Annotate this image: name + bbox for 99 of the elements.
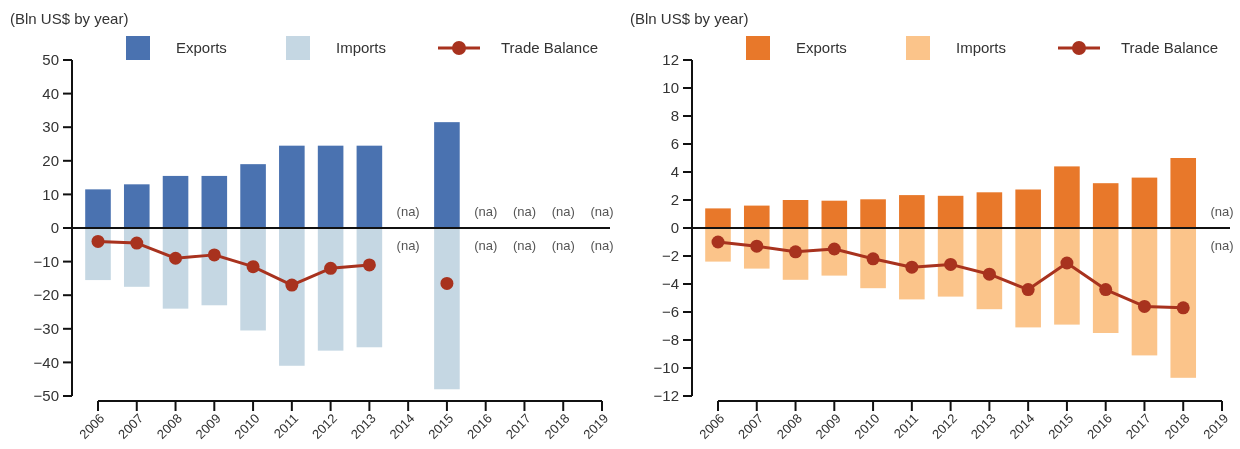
legend-label: Trade Balance xyxy=(1121,39,1219,57)
bar xyxy=(240,228,266,331)
point xyxy=(866,252,880,266)
point xyxy=(91,234,105,248)
bar xyxy=(1054,166,1080,228)
bar xyxy=(162,228,189,309)
text: (na) xyxy=(551,237,575,253)
bar xyxy=(85,189,111,228)
y-tick-label: 8 xyxy=(670,107,679,125)
bar xyxy=(821,200,848,228)
bar xyxy=(240,164,266,228)
y-tick-label: 0 xyxy=(50,219,59,237)
text: (na) xyxy=(1210,237,1234,253)
legend-label: Exports xyxy=(796,39,847,57)
bar xyxy=(705,208,731,228)
bar xyxy=(976,228,1003,310)
legend-label: Exports xyxy=(176,39,227,57)
bar xyxy=(279,228,305,366)
point xyxy=(1021,283,1035,297)
bar xyxy=(860,199,886,228)
y-axis-title: (Bln US$ by year) xyxy=(10,10,129,27)
y-tick-label: −10 xyxy=(653,359,679,377)
y-tick-label: −10 xyxy=(33,252,59,270)
bar xyxy=(1092,183,1119,228)
y-tick-label: −40 xyxy=(33,353,59,371)
point xyxy=(982,267,996,281)
bar xyxy=(356,145,383,228)
y-tick-label: −2 xyxy=(661,247,679,265)
bar xyxy=(317,145,344,228)
bar xyxy=(743,205,770,228)
bar xyxy=(434,122,460,228)
text: (na) xyxy=(474,237,498,253)
bar xyxy=(782,200,809,228)
y-tick-label: −6 xyxy=(661,303,679,321)
bar xyxy=(434,228,460,390)
bar xyxy=(279,145,305,228)
point xyxy=(1137,299,1151,313)
bar xyxy=(1092,228,1119,333)
bar xyxy=(1015,189,1041,228)
bar xyxy=(123,184,150,228)
text: (na) xyxy=(590,203,614,219)
y-tick-label: −20 xyxy=(33,286,59,304)
y-tick-label: −12 xyxy=(653,387,679,405)
bar xyxy=(1131,228,1158,356)
legend-label: Trade Balance xyxy=(501,39,599,57)
text: (na) xyxy=(512,203,537,219)
y-tick-label: 2 xyxy=(670,191,679,209)
bar xyxy=(201,175,228,228)
point xyxy=(130,236,144,250)
bar xyxy=(1170,228,1197,378)
text: (na) xyxy=(551,203,575,219)
point xyxy=(944,257,958,271)
point xyxy=(324,261,338,275)
y-tick-label: 50 xyxy=(42,51,59,69)
legend-label: Imports xyxy=(336,39,387,57)
y-tick-label: 0 xyxy=(670,219,679,237)
y-tick-label: 6 xyxy=(670,135,679,153)
point xyxy=(285,278,299,292)
text: (na) xyxy=(396,203,420,219)
bar xyxy=(937,228,964,297)
y-axis-title: (Bln US$ by year) xyxy=(630,10,749,27)
bar xyxy=(937,195,964,228)
point xyxy=(362,258,376,272)
y-tick-label: 30 xyxy=(42,118,59,136)
bar xyxy=(976,192,1003,228)
y-tick-label: 4 xyxy=(670,163,679,181)
point xyxy=(1060,256,1074,270)
point xyxy=(207,248,221,262)
y-tick-label: −8 xyxy=(661,331,679,349)
point xyxy=(905,260,919,274)
point xyxy=(169,251,183,265)
y-tick-label: 40 xyxy=(42,84,59,102)
bar xyxy=(899,228,925,300)
bar xyxy=(201,228,228,306)
y-tick-label: 12 xyxy=(662,51,679,69)
bar xyxy=(1131,177,1158,228)
bar xyxy=(317,228,344,351)
point xyxy=(246,260,260,274)
point xyxy=(1099,283,1113,297)
text: (na) xyxy=(1210,203,1234,219)
y-tick-label: −30 xyxy=(33,320,59,338)
bar xyxy=(1054,228,1080,325)
bar xyxy=(1170,158,1197,228)
y-tick-label: 10 xyxy=(662,79,679,97)
bar xyxy=(162,175,189,228)
bar xyxy=(899,195,925,228)
point xyxy=(440,276,454,290)
y-tick-label: 20 xyxy=(42,152,59,170)
y-tick-label: 10 xyxy=(42,185,59,203)
text: (na) xyxy=(512,237,537,253)
legend-label: Imports xyxy=(956,39,1007,57)
text: (na) xyxy=(396,237,420,253)
text: (na) xyxy=(590,237,614,253)
y-tick-label: −4 xyxy=(661,275,679,293)
text: (na) xyxy=(474,203,498,219)
point xyxy=(1176,301,1190,315)
y-tick-label: −50 xyxy=(33,387,59,405)
bar xyxy=(1015,228,1041,328)
bar xyxy=(356,228,383,348)
